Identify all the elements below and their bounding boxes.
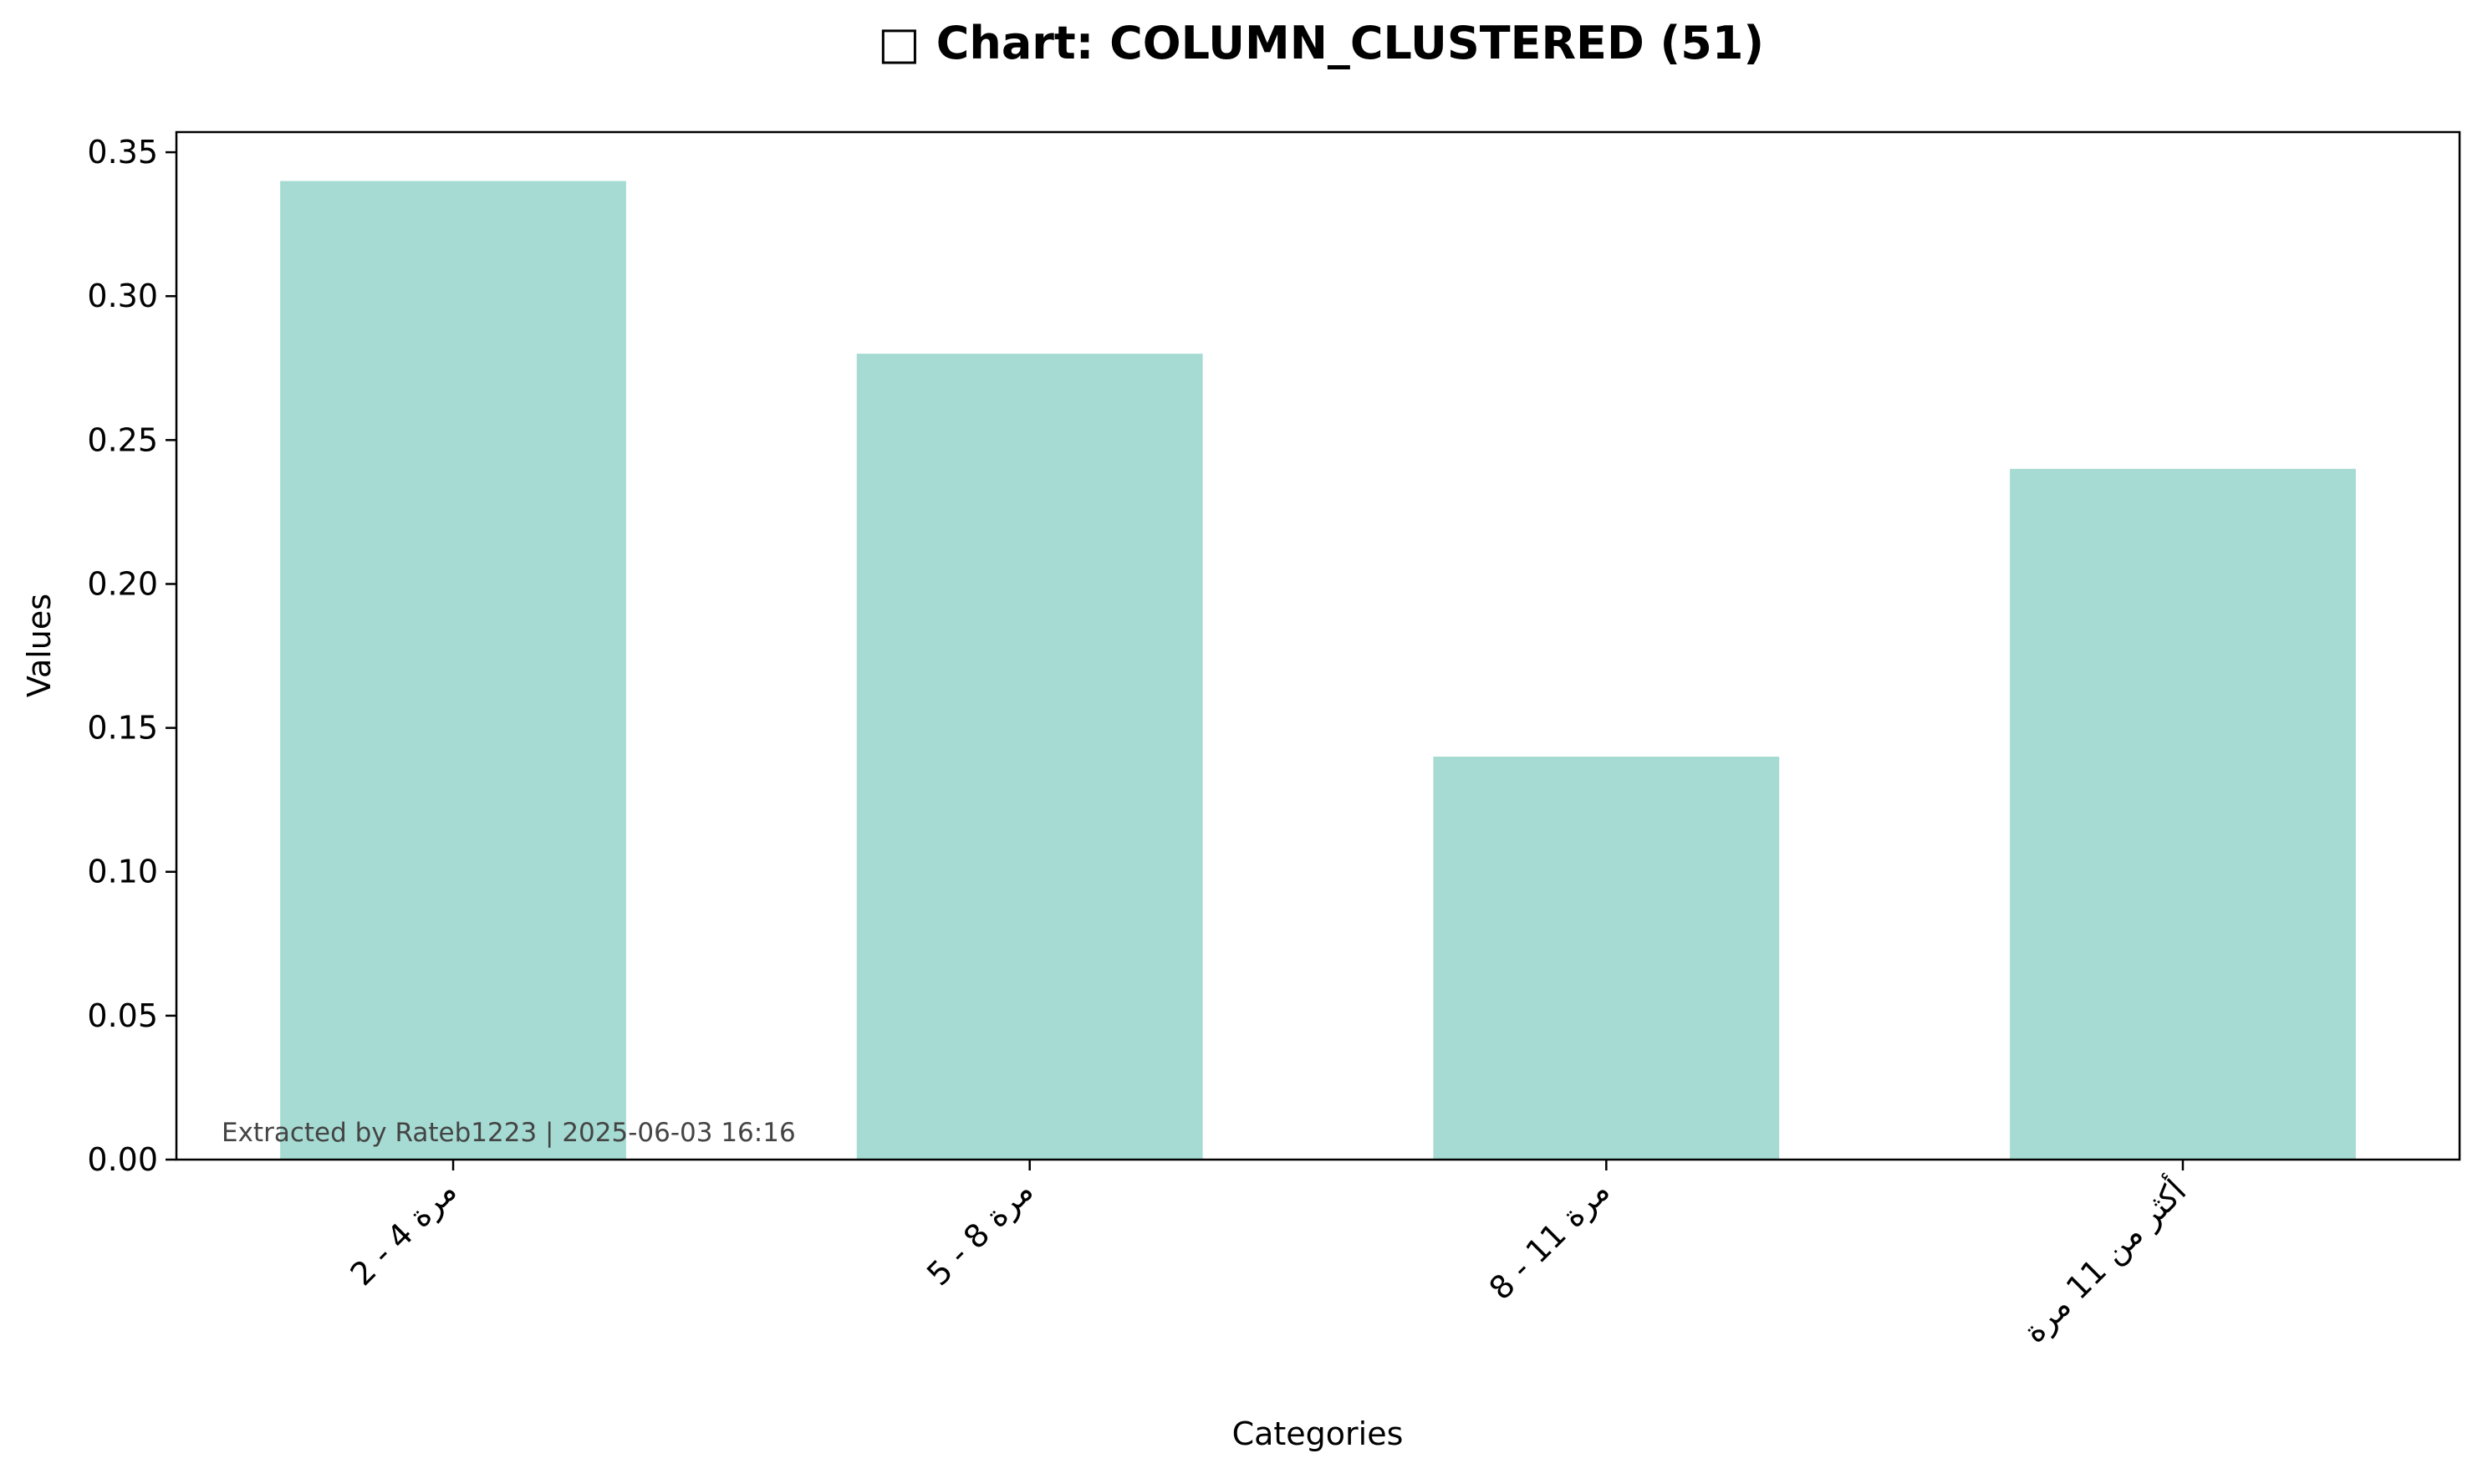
bar-0 <box>280 181 626 1160</box>
y-tick-label: 0.25 <box>87 421 158 458</box>
y-tick-label: 0.05 <box>87 997 158 1034</box>
bar-1 <box>856 354 1203 1160</box>
y-tick-label: 0.30 <box>87 278 158 314</box>
bars-group <box>280 181 2356 1160</box>
y-tick-label: 0.10 <box>87 854 158 890</box>
plot-frame <box>175 130 2461 1161</box>
y-axis: 0.00 0.05 0.10 0.15 0.20 0.25 0.30 0.35 <box>87 134 176 1178</box>
y-axis-label: Values <box>21 594 58 697</box>
y-tick-label: 0.15 <box>87 710 158 747</box>
bar-3 <box>2010 468 2356 1160</box>
y-tick-label: 0.35 <box>87 134 158 171</box>
y-tick-label: 0.00 <box>87 1141 158 1178</box>
chart-title: □ Chart: COLUMN_CLUSTERED (51) <box>878 17 1764 69</box>
y-tick-label: 0.20 <box>87 565 158 602</box>
x-axis-label: Categories <box>1232 1415 1404 1452</box>
bar-2 <box>1433 757 1780 1160</box>
extraction-annotation: Extracted by Rateb1223 | 2025-06-03 16:1… <box>222 1118 796 1148</box>
